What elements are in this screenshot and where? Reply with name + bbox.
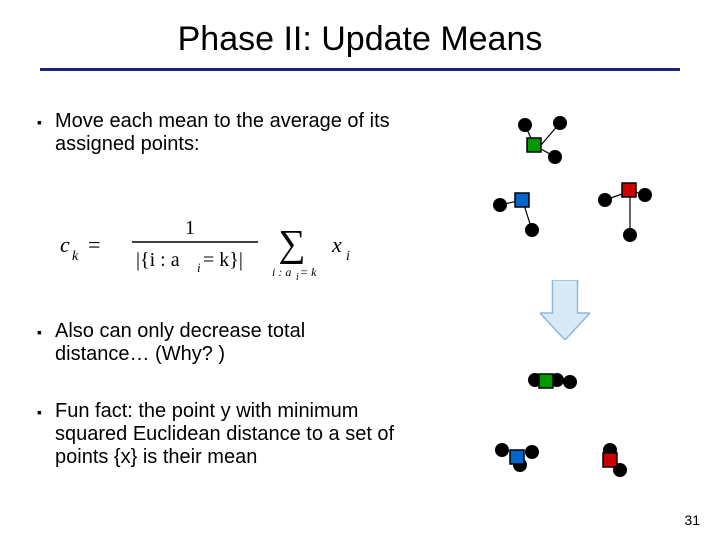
cluster-mean-green [539, 374, 553, 388]
data-point [623, 228, 637, 242]
eq-rhs-sub: i [346, 249, 350, 264]
data-point [493, 198, 507, 212]
bullet-1: ▪ Move each mean to the average of its a… [55, 110, 395, 156]
bullet-3: ▪ Fun fact: the point y with minimum squ… [55, 400, 395, 469]
page-number: 31 [684, 512, 700, 528]
slide: Phase II: Update Means ▪ Move each mean … [0, 0, 720, 540]
eq-num: 1 [185, 217, 195, 239]
bullet-marker-icon: ▪ [37, 114, 42, 130]
eq-lhs-sub: k [72, 249, 79, 264]
bullet-marker-icon: ▪ [37, 324, 42, 340]
diagram-after [470, 360, 660, 490]
data-point [495, 443, 509, 457]
bullet-marker-icon: ▪ [37, 404, 42, 420]
down-arrow-icon [540, 280, 590, 340]
data-point [553, 116, 567, 130]
eq-den-left: |{i : a [136, 249, 180, 271]
svg-text:∑: ∑ [278, 223, 305, 265]
bullet-2-text: Also can only decrease total distance… (… [55, 320, 305, 365]
eq-sum-sub-right: = k [300, 265, 317, 279]
data-point [525, 445, 539, 459]
cluster-mean-red [603, 453, 617, 467]
down-arrow-shape [540, 280, 590, 340]
cluster-mean-blue [510, 450, 524, 464]
data-point [598, 193, 612, 207]
data-point [563, 375, 577, 389]
data-point [638, 188, 652, 202]
bullet-3-text: Fun fact: the point y with minimum squar… [55, 400, 394, 468]
cluster-mean-red [622, 183, 636, 197]
eq-sum-sub-left: i : a [272, 265, 291, 279]
data-point [525, 223, 539, 237]
slide-title: Phase II: Update Means [0, 20, 720, 59]
equation: c k = 1 |{i : a i = k}| ∑ i : a i = k x … [60, 210, 440, 286]
bullet-2: ▪ Also can only decrease total distance…… [55, 320, 395, 366]
eq-den-mid: = k}| [203, 249, 243, 271]
eq-sum-sub-i: i [296, 272, 299, 280]
title-underline [40, 68, 680, 71]
eq-lhs: c [60, 232, 70, 257]
diagram-before [470, 105, 660, 255]
cluster-mean-green [527, 138, 541, 152]
cluster-mean-blue [515, 193, 529, 207]
bullet-1-text: Move each mean to the average of its ass… [55, 110, 390, 155]
data-point [548, 150, 562, 164]
data-point [518, 118, 532, 132]
eq-den-sub1: i [197, 260, 201, 275]
eq-equals: = [88, 232, 100, 257]
eq-rhs: x [331, 232, 342, 257]
